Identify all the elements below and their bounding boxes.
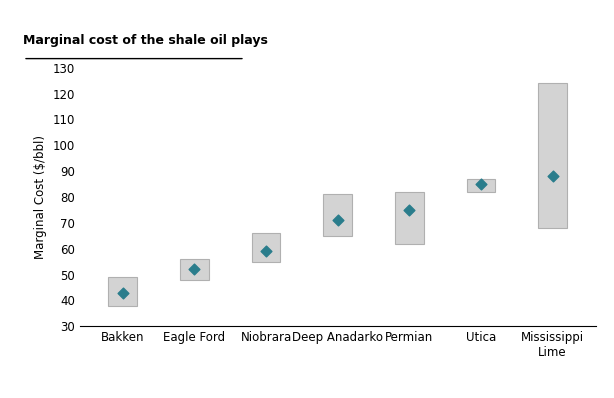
FancyBboxPatch shape bbox=[252, 233, 281, 262]
Y-axis label: Marginal Cost ($/bbl): Marginal Cost ($/bbl) bbox=[34, 135, 47, 259]
FancyBboxPatch shape bbox=[180, 259, 209, 280]
Point bbox=[548, 173, 558, 179]
Text: Emerging plays are no better than marginal conventional plays: Emerging plays are no better than margin… bbox=[0, 17, 614, 35]
FancyBboxPatch shape bbox=[538, 83, 567, 228]
Point bbox=[405, 207, 414, 213]
FancyBboxPatch shape bbox=[324, 194, 352, 236]
FancyBboxPatch shape bbox=[467, 179, 495, 192]
Point bbox=[118, 289, 128, 296]
FancyBboxPatch shape bbox=[395, 192, 424, 244]
Point bbox=[261, 248, 271, 255]
Point bbox=[476, 181, 486, 187]
Text: Marginal cost of the shale oil plays: Marginal cost of the shale oil plays bbox=[23, 33, 268, 47]
FancyBboxPatch shape bbox=[109, 277, 137, 306]
Point bbox=[190, 266, 200, 273]
Point bbox=[333, 217, 343, 223]
